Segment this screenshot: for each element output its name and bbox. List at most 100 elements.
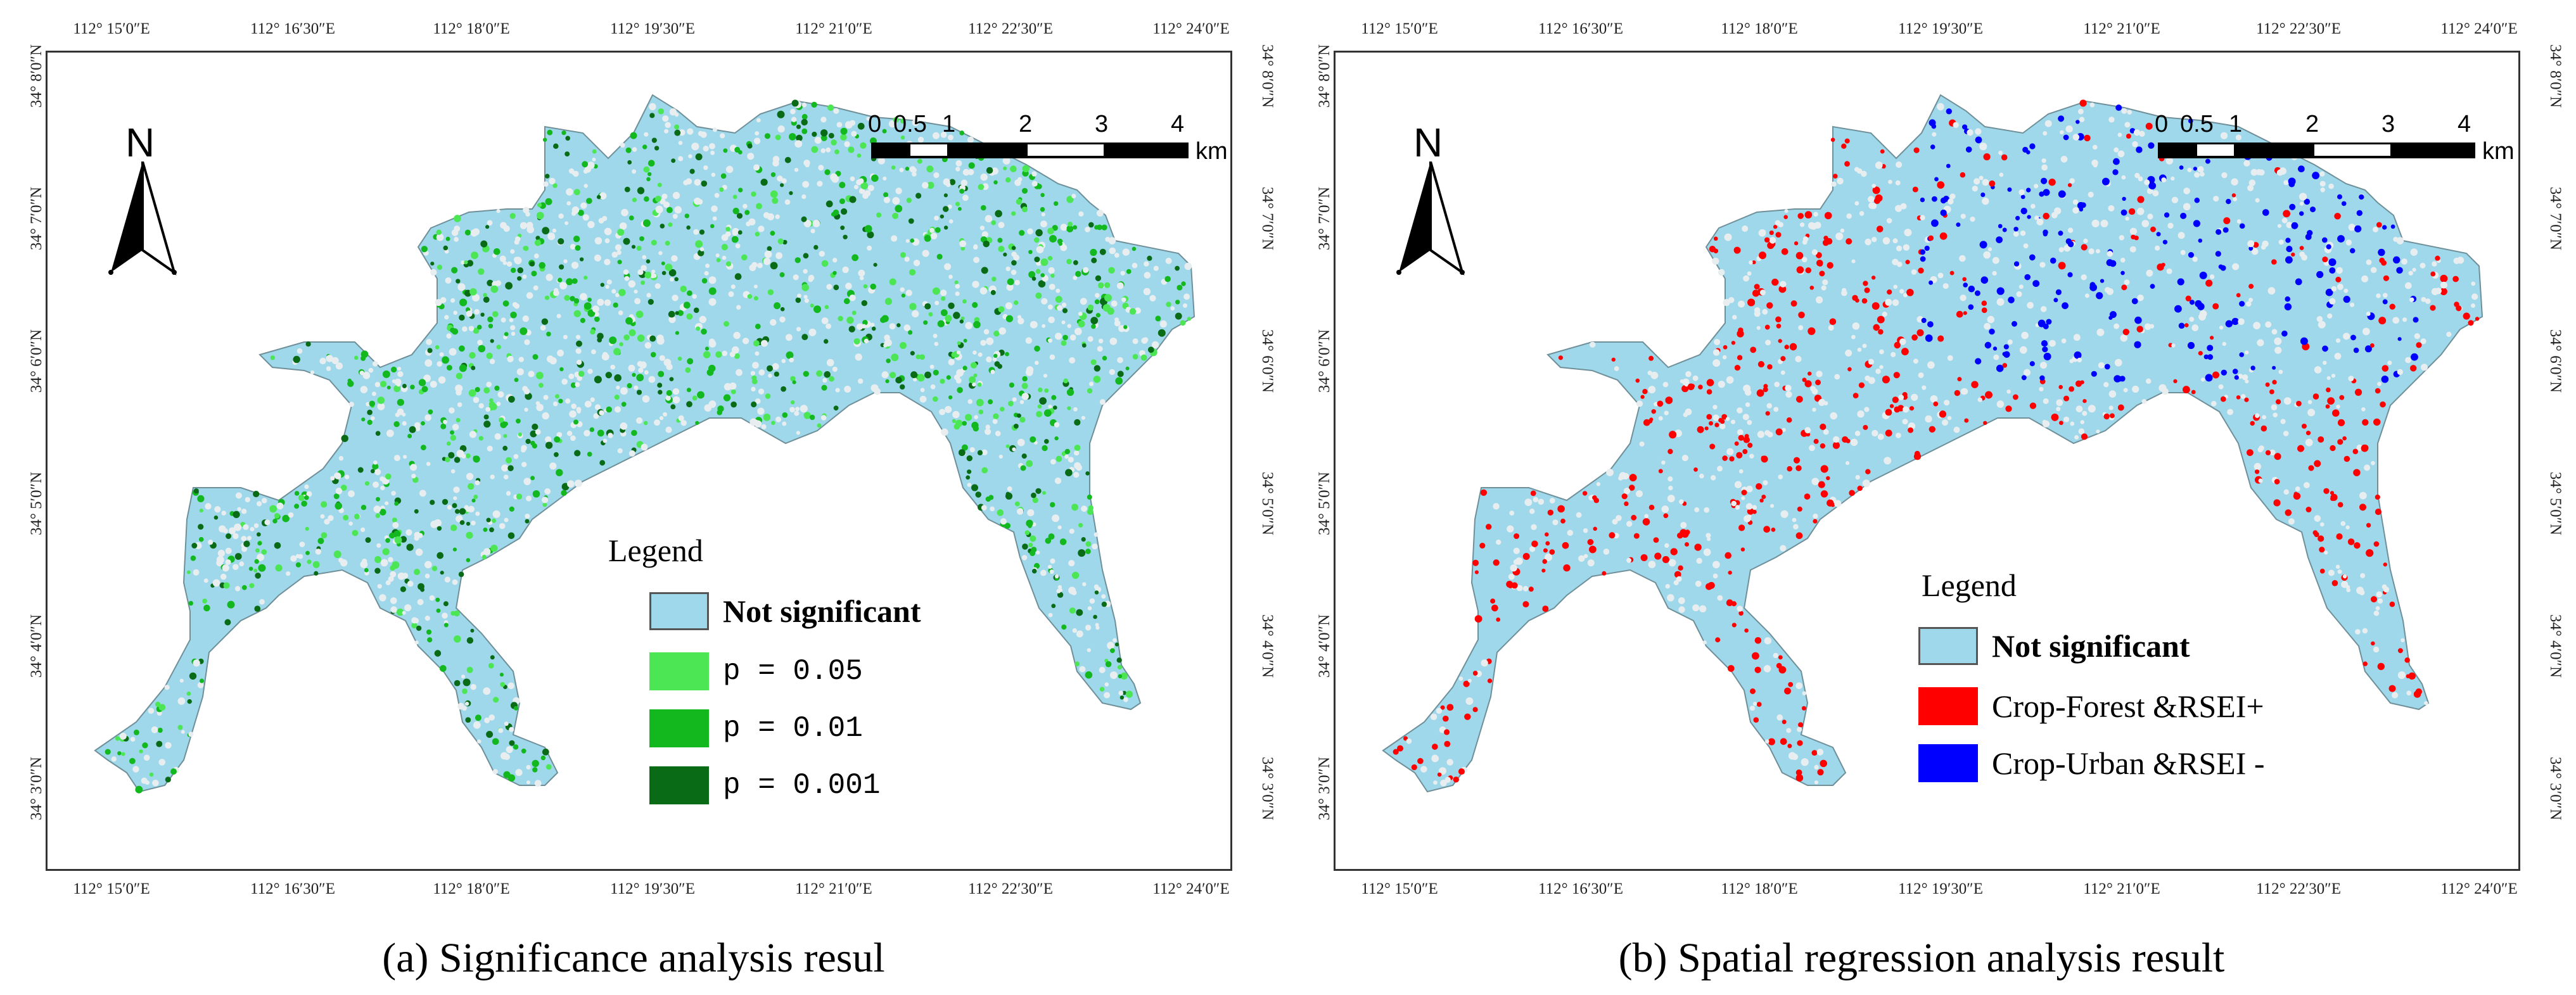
map-dot bbox=[2018, 189, 2025, 196]
map-dot bbox=[697, 391, 705, 399]
map-dot bbox=[1647, 371, 1652, 376]
map-dot bbox=[1982, 198, 1989, 205]
map-dot bbox=[481, 554, 487, 560]
map-dot bbox=[2331, 580, 2338, 586]
map-dot bbox=[582, 161, 589, 168]
map-dot bbox=[2446, 331, 2452, 337]
map-dot bbox=[1756, 389, 1764, 397]
map-dot bbox=[732, 346, 739, 354]
map-dot bbox=[477, 339, 483, 346]
map-dot bbox=[2291, 252, 2295, 257]
map-dot bbox=[604, 227, 612, 236]
map-dot bbox=[1614, 366, 1619, 371]
map-dot bbox=[1749, 453, 1754, 459]
map-dot bbox=[832, 258, 838, 263]
map-dot bbox=[348, 402, 354, 407]
map-dot bbox=[2375, 494, 2380, 500]
map-dot bbox=[2389, 303, 2395, 310]
map-dot bbox=[757, 262, 763, 269]
map-dot bbox=[1778, 285, 1787, 293]
map-dot bbox=[1583, 528, 1588, 533]
map-dot bbox=[934, 215, 939, 221]
map-dot bbox=[985, 215, 993, 223]
map-dot bbox=[405, 529, 412, 536]
map-dot bbox=[1941, 197, 1947, 204]
map-dot bbox=[723, 148, 728, 153]
map-dot bbox=[659, 415, 664, 421]
map-dot bbox=[877, 157, 885, 165]
map-dot bbox=[315, 548, 322, 555]
map-dot bbox=[725, 231, 731, 237]
map-dot bbox=[637, 390, 642, 395]
map-dot bbox=[1996, 236, 2003, 243]
map-dot bbox=[557, 350, 564, 357]
map-dot bbox=[628, 215, 634, 220]
map-dot bbox=[1068, 586, 1076, 595]
map-dot bbox=[1064, 448, 1071, 455]
map-dot bbox=[666, 390, 672, 396]
map-dot bbox=[542, 227, 550, 235]
map-dot bbox=[450, 469, 456, 474]
map-dot bbox=[1623, 488, 1631, 495]
map-dot bbox=[1567, 529, 1573, 536]
map-dot bbox=[2330, 491, 2334, 495]
map-dot bbox=[940, 214, 944, 219]
map-dot bbox=[2362, 445, 2369, 451]
map-dot bbox=[1737, 355, 1743, 360]
map-dot bbox=[648, 376, 656, 383]
map-dot bbox=[693, 307, 699, 314]
map-dot bbox=[1998, 150, 2003, 155]
map-dot bbox=[843, 234, 848, 239]
map-dot bbox=[341, 434, 348, 442]
map-dot bbox=[2338, 502, 2343, 508]
map-dot bbox=[842, 266, 849, 274]
map-dot bbox=[781, 358, 786, 364]
map-dot bbox=[981, 267, 988, 274]
map-dot bbox=[1785, 391, 1792, 398]
map-dot bbox=[186, 691, 191, 696]
map-dot bbox=[803, 253, 809, 259]
map-dot bbox=[1048, 404, 1052, 409]
map-dot bbox=[2359, 194, 2364, 200]
map-dot bbox=[1009, 382, 1014, 388]
map-dot bbox=[967, 399, 972, 404]
map-dot bbox=[1491, 604, 1498, 612]
map-dot bbox=[540, 325, 546, 331]
map-dot bbox=[646, 259, 651, 264]
map-dot bbox=[1104, 294, 1112, 302]
map-dot bbox=[686, 401, 692, 408]
map-dot bbox=[2402, 317, 2407, 322]
map-dot bbox=[715, 253, 720, 258]
map-dot bbox=[241, 509, 247, 514]
map-dot bbox=[1126, 269, 1132, 274]
map-dot bbox=[507, 355, 514, 363]
map-dot bbox=[1794, 241, 1799, 246]
map-dot bbox=[774, 302, 781, 310]
map-dot bbox=[1087, 509, 1094, 516]
map-dot bbox=[730, 389, 736, 395]
map-dot bbox=[621, 402, 627, 407]
map-dot bbox=[939, 409, 945, 415]
map-dot bbox=[1879, 365, 1884, 369]
map-dot bbox=[895, 376, 902, 384]
legend-swatch bbox=[649, 592, 709, 630]
map-dot bbox=[998, 327, 1006, 335]
map-dot bbox=[580, 202, 587, 209]
map-dot bbox=[731, 236, 739, 243]
map-dot bbox=[1764, 237, 1770, 243]
map-dot bbox=[862, 324, 867, 329]
map-dot bbox=[2083, 238, 2088, 243]
map-dot bbox=[1899, 289, 1904, 294]
map-dot bbox=[426, 629, 432, 635]
map-dot bbox=[1962, 124, 1968, 130]
map-dot bbox=[1940, 209, 1947, 217]
map-dot bbox=[1795, 465, 1802, 471]
map-dot bbox=[615, 244, 622, 251]
map-dot bbox=[694, 198, 701, 205]
map-dot bbox=[2183, 187, 2190, 194]
map-dot bbox=[1706, 389, 1712, 395]
map-dot bbox=[2041, 164, 2048, 171]
map-dot bbox=[1696, 557, 1702, 564]
map-dot bbox=[2100, 279, 2105, 283]
map-dot bbox=[2340, 521, 2346, 526]
